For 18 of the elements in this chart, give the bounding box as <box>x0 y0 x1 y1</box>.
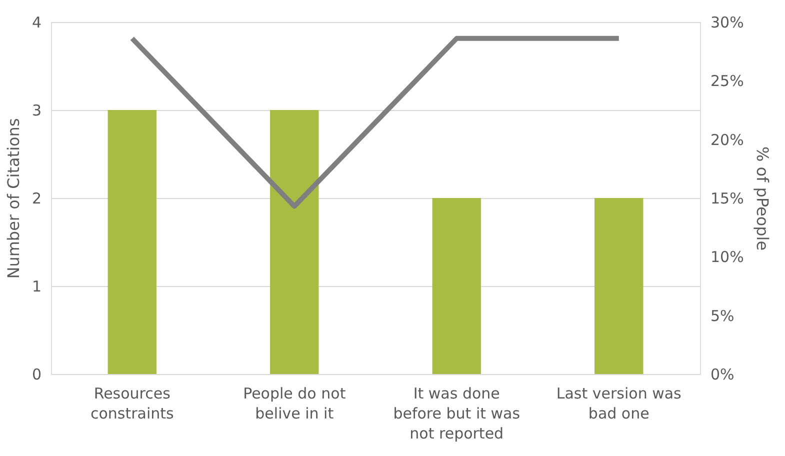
x-tick-label: Last version was bad one <box>556 384 682 422</box>
y-tick-label: 0 <box>32 366 42 384</box>
y2-tick-label: 20% <box>710 130 744 149</box>
y-tick-label: 3 <box>32 102 42 120</box>
y-tick-label: 1 <box>32 278 42 296</box>
y-tick-label: 4 <box>32 14 42 32</box>
y2-tick-label: 25% <box>710 72 744 90</box>
x-tick-label: Resources constraints <box>90 384 174 422</box>
y2-tick-label: 15% <box>710 190 744 208</box>
y2-tick-label: 30% <box>710 14 744 32</box>
x-tick-label: People do not belive in it <box>243 384 346 422</box>
y2-tick-label: 10% <box>710 248 744 266</box>
y2-tick-label: 5% <box>710 306 734 325</box>
y-tick-label: 2 <box>32 190 42 208</box>
x-tick-label: It was done before but it was not reported <box>393 384 520 442</box>
y2-tick-label: 0% <box>710 366 734 384</box>
y-axis-title: Number of Citations <box>4 118 23 279</box>
y2-axis-title: % of pPeople <box>752 146 772 251</box>
